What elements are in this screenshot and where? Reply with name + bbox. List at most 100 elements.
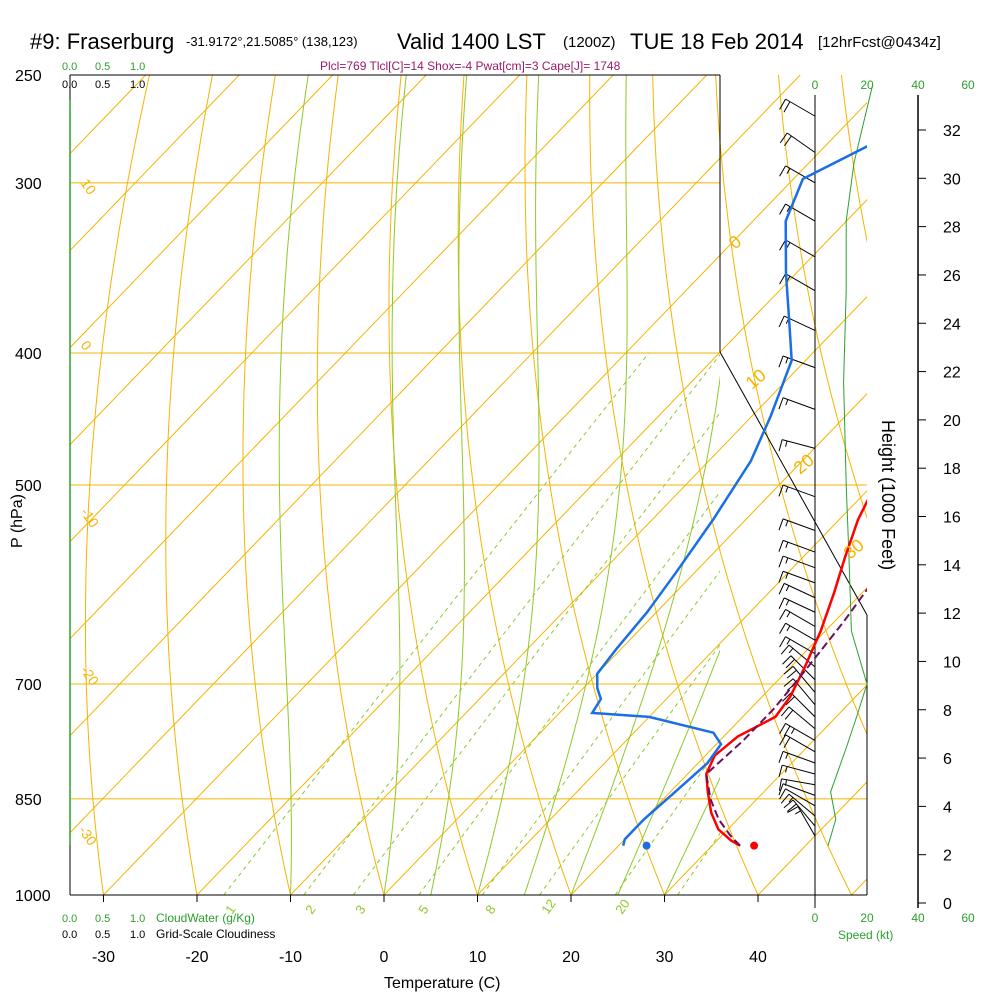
mixing-ratio-label: 8	[482, 902, 498, 917]
cloudiness-label: Grid-Scale Cloudiness	[156, 927, 275, 941]
valid-zulu: (1200Z)	[563, 34, 616, 51]
axis-labels: 1 2 3 5 8 12 20100-10-20-300102030250300400500…	[15, 61, 975, 966]
mixing-ratio-label: 12	[538, 896, 559, 916]
wind-barb	[779, 636, 816, 655]
wind-barb	[779, 622, 816, 641]
isotherm-line	[851, 878, 867, 895]
forecast-tag: [12hrFcst@0434z]	[818, 34, 941, 51]
height-tick-label: 24	[943, 316, 961, 333]
cloud-water-tick-top: 0.0	[62, 61, 77, 73]
wind-speed-tick-top: 40	[911, 78, 925, 92]
wind-speed-tick-bottom: 60	[961, 911, 975, 925]
pressure-tick-label: 1000	[15, 888, 51, 905]
height-axis-label: Height (1000 Feet)	[878, 420, 898, 570]
wind-speed-tick-bottom: 40	[911, 911, 925, 925]
height-tick-label: 6	[943, 751, 952, 768]
height-tick-label: 30	[943, 171, 961, 188]
wind-speed-tick-top: 60	[961, 78, 975, 92]
x-axis-label: Temperature (C)	[384, 975, 500, 992]
wind-barb	[783, 799, 816, 827]
dry-adiabat	[388, 75, 479, 895]
dry-adiabat-label: 10	[742, 365, 770, 393]
mixing-ratio-line	[352, 412, 720, 895]
valid-date: TUE 18 Feb 2014	[630, 29, 804, 54]
pressure-tick-label: 250	[15, 68, 42, 85]
wind-barb	[780, 706, 816, 730]
cloud-water-tick-bottom: 1.0	[130, 913, 145, 925]
isotherm-line	[70, 75, 801, 834]
isotherm-label: 0	[78, 338, 96, 354]
isotherm-line	[70, 75, 614, 640]
sounding-profiles	[590, 145, 867, 850]
x-tick-label: -30	[92, 949, 115, 966]
height-tick-label: 2	[943, 848, 952, 865]
isotherm-label: -10	[78, 505, 103, 531]
x-tick-label: 30	[656, 949, 674, 966]
wind-speed-panel	[719, 75, 873, 908]
cloud-water-label: CloudWater (g/Kg)	[156, 911, 255, 925]
isotherm-line	[196, 199, 867, 895]
dry-adiabat	[715, 75, 867, 736]
moist-adiabat	[664, 776, 720, 895]
wind-barb	[779, 608, 816, 627]
valid-time: Valid 1400 LST	[397, 29, 546, 54]
cloud-water-tick-bottom: 0.5	[95, 913, 110, 925]
pressure-tick-label: 400	[15, 346, 42, 363]
height-tick-label: 4	[943, 799, 952, 816]
isotherm-line	[70, 75, 240, 252]
main-plot-lines	[223, 75, 720, 895]
mixing-ratio-line	[303, 353, 720, 895]
pressure-tick-label: 850	[15, 792, 42, 809]
wind-barb	[779, 203, 816, 222]
isotherm-label: -30	[76, 823, 101, 849]
dry-adiabat-label: 20	[790, 450, 818, 478]
x-tick-label: -20	[185, 949, 208, 966]
wind-barb	[778, 555, 816, 569]
wind-barb	[779, 734, 816, 753]
height-tick-label: 32	[943, 123, 961, 140]
height-tick-label: 0	[943, 896, 952, 913]
dry-adiabat	[316, 75, 385, 895]
height-tick-label: 8	[943, 703, 952, 720]
cloudiness-tick-bottom: 1.0	[130, 929, 145, 941]
mixing-ratio-line	[418, 491, 720, 895]
wind-barb	[778, 597, 816, 613]
cloudiness-tick-bottom: 0.5	[95, 929, 110, 941]
wind-barb	[778, 783, 816, 796]
wind-speed-label: Speed (kt)	[838, 928, 893, 942]
moist-adiabat	[523, 75, 628, 895]
isotherm-line	[103, 101, 867, 895]
cloudiness-tick-top: 0.0	[62, 79, 77, 91]
station-coords: -31.9172°,21.5085° (138,123)	[186, 34, 358, 49]
mixing-ratio-line	[223, 352, 650, 895]
wind-barb	[778, 484, 816, 498]
wind-barb	[778, 570, 816, 584]
isotherm-line	[383, 393, 867, 895]
x-tick-label: -10	[279, 949, 302, 966]
moist-adiabat	[477, 75, 540, 895]
cloud-water-tick-top: 0.5	[95, 61, 110, 73]
height-tick-label: 28	[943, 220, 961, 237]
isotherm-label: -20	[78, 663, 103, 689]
x-tick-label: 20	[562, 949, 580, 966]
cloudiness-tick-bottom: 0.0	[62, 929, 77, 941]
isotherm-line	[477, 490, 867, 895]
height-tick-label: 10	[943, 654, 961, 671]
wind-barb	[782, 692, 816, 718]
wind-barb	[778, 355, 816, 369]
temperature-surface-marker	[750, 841, 759, 850]
mixing-ratio-label: 2	[302, 902, 318, 917]
thermo-diagram-background	[70, 75, 867, 895]
dry-adiabat	[840, 75, 867, 244]
wind-speed-tick-top: 20	[860, 78, 874, 92]
height-tick-label: 16	[943, 510, 961, 527]
dry-adiabat	[589, 75, 759, 895]
wind-barb	[783, 665, 816, 693]
wind-barb	[778, 518, 816, 531]
mixing-ratio-label: 20	[612, 896, 633, 916]
mixing-ratio-label: 5	[415, 902, 431, 917]
dry-adiabat	[84, 75, 150, 895]
wind-speed-tick-bottom: 20	[860, 911, 874, 925]
wind-speed-tick-bottom: 0	[812, 911, 819, 925]
